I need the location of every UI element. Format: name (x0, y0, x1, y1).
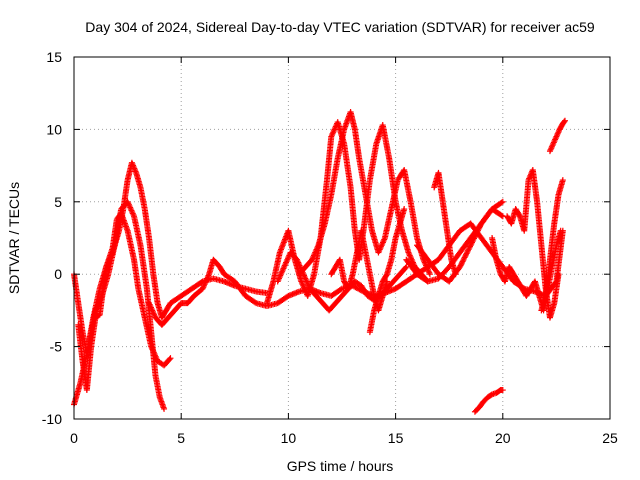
data-point (464, 247, 471, 254)
x-tick-label: 10 (281, 430, 297, 446)
data-point (561, 118, 568, 125)
x-tick-label: 25 (602, 430, 618, 446)
data-point (462, 251, 469, 258)
data-point (557, 227, 564, 234)
data-point (198, 279, 205, 286)
data-point (465, 246, 472, 253)
y-tick-label: -5 (50, 339, 63, 355)
data-point (462, 253, 469, 260)
data-point (477, 223, 484, 230)
data-point (401, 206, 408, 213)
data-point (561, 117, 568, 124)
data-point (471, 234, 478, 241)
y-tick-label: 15 (46, 49, 62, 65)
data-point (468, 240, 475, 247)
data-point (464, 249, 471, 256)
data-point (426, 271, 433, 278)
y-axis-label: SDTVAR / TECUs (6, 182, 22, 294)
series-track-h (274, 249, 410, 314)
series-track-m (471, 387, 506, 415)
series-track-a (71, 159, 270, 408)
y-tick-label: -10 (42, 411, 62, 427)
data-point (337, 286, 344, 293)
data-point (470, 235, 477, 242)
y-tick-label: 5 (54, 194, 62, 210)
data-point (458, 261, 465, 268)
data-point (167, 355, 174, 362)
x-tick-label: 20 (495, 430, 511, 446)
data-point (472, 232, 479, 239)
series-track-q (546, 117, 568, 155)
plot-frame (73, 56, 611, 420)
data-point (402, 264, 409, 271)
x-tick-label: 0 (70, 430, 78, 446)
x-tick-label: 5 (177, 430, 185, 446)
data-point (516, 212, 523, 219)
series-track-c (75, 210, 174, 394)
y-tick-label: 0 (54, 266, 62, 282)
x-tick-label: 15 (388, 430, 404, 446)
data-point (470, 236, 477, 243)
data-point (499, 198, 506, 205)
data-point (473, 230, 480, 237)
data-point (460, 257, 467, 264)
data-point (252, 299, 259, 306)
data-point (460, 255, 467, 262)
data-point (467, 242, 474, 249)
data-point (461, 254, 468, 261)
data-point (383, 272, 390, 279)
data-point (466, 243, 473, 250)
data-point (475, 227, 482, 234)
data-point (459, 258, 466, 265)
data-point (559, 177, 566, 184)
data-point (458, 259, 465, 266)
data-point (166, 356, 173, 363)
data-point (468, 239, 475, 246)
series-track-e (263, 119, 431, 307)
data-point (475, 225, 482, 232)
series-track-f (296, 109, 433, 278)
data-point (499, 387, 506, 394)
data-point (452, 271, 459, 278)
data-point (498, 199, 505, 206)
y-tick-label: 10 (46, 121, 62, 137)
series-track-l (431, 169, 459, 278)
axis-ticks: 0 5 10 15 20 25 -10 -5 0 5 10 15 (42, 49, 618, 446)
data-point (457, 262, 464, 269)
data-points (71, 109, 568, 415)
data-point (456, 263, 463, 270)
chart-title: Day 304 of 2024, Sidereal Day-to-day VTE… (85, 19, 595, 35)
data-point (161, 405, 168, 412)
data-point (403, 263, 410, 270)
data-point (463, 250, 470, 257)
series-track-i (366, 206, 408, 336)
data-point (469, 238, 476, 245)
data-point (476, 224, 483, 231)
series-track-p (538, 177, 566, 314)
data-point (473, 231, 479, 238)
data-point (555, 271, 562, 278)
data-point (466, 244, 473, 251)
data-point (474, 228, 481, 235)
x-axis-label: GPS time / hours (287, 458, 394, 474)
series-track-k (414, 206, 506, 285)
data-point (498, 212, 505, 219)
